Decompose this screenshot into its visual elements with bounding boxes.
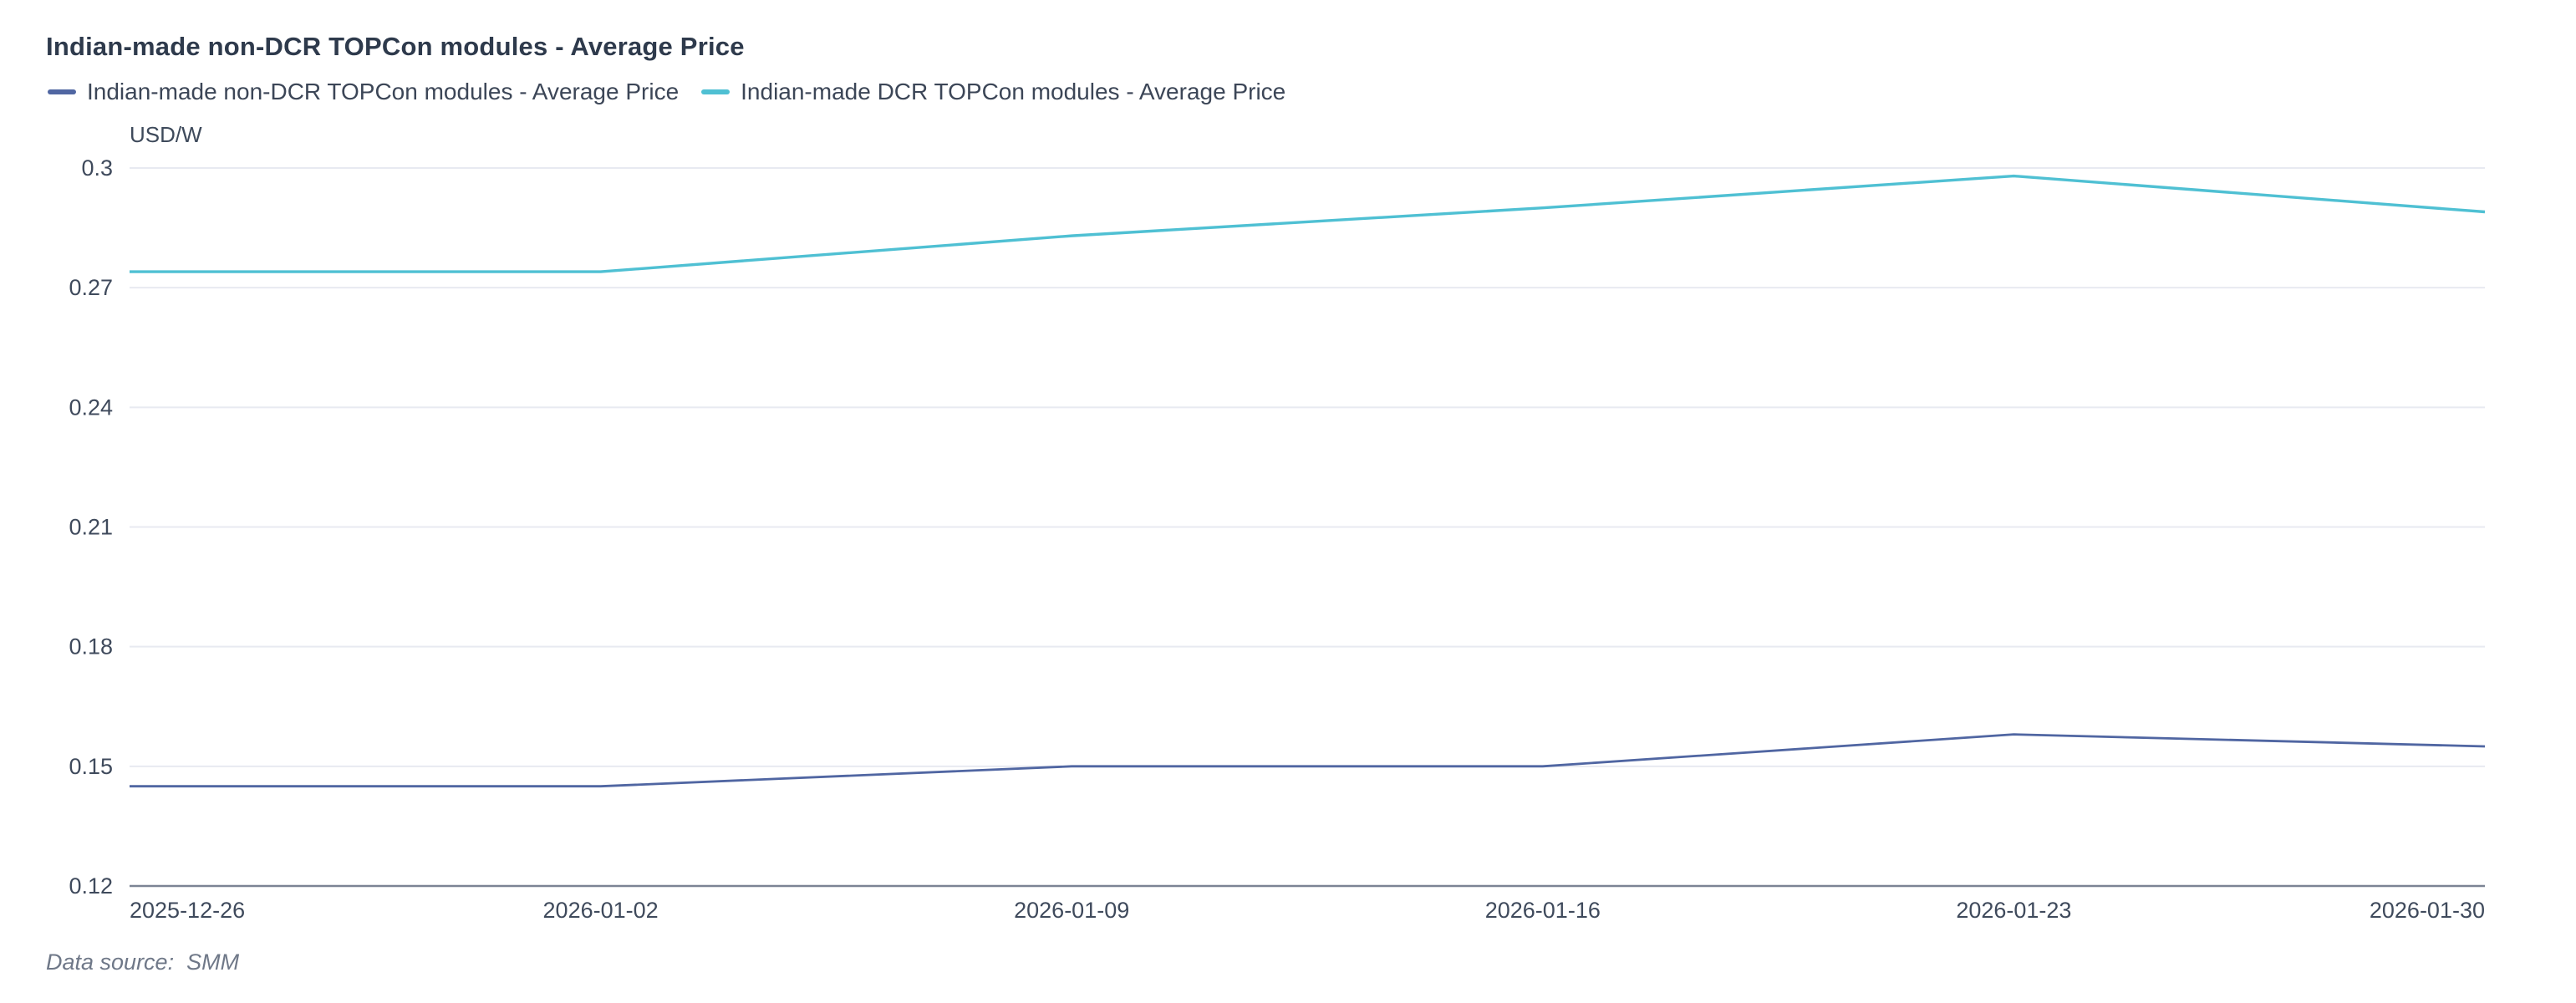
y-tick-label: 0.3 xyxy=(81,155,113,181)
legend-item-dcr[interactable]: Indian-made DCR TOPCon modules - Average… xyxy=(701,80,1285,104)
y-tick-label: 0.21 xyxy=(69,515,113,540)
y-tick-label: 0.27 xyxy=(69,275,113,300)
legend-label: Indian-made non-DCR TOPCon modules - Ave… xyxy=(87,79,680,104)
x-tick-label: 2026-01-02 xyxy=(543,898,659,923)
series-line-dcr[interactable] xyxy=(130,174,2486,273)
data-source: Data source: SMM xyxy=(46,950,240,975)
legend-line-marker xyxy=(701,89,731,94)
x-tick-label: 2026-01-16 xyxy=(1485,898,1601,923)
legend: Indian-made non-DCR TOPCon modules - Ave… xyxy=(48,80,1285,104)
x-tick-label: 2026-01-30 xyxy=(2370,898,2485,923)
y-tick-label: 0.18 xyxy=(69,634,113,659)
chart-title: Indian-made non-DCR TOPCon modules - Ave… xyxy=(46,32,745,61)
legend-item-non-dcr[interactable]: Indian-made non-DCR TOPCon modules - Ave… xyxy=(48,80,679,104)
y-axis-unit-label: USD/W xyxy=(130,122,202,147)
series-line-non-dcr[interactable] xyxy=(130,733,2486,788)
y-tick-label: 0.24 xyxy=(69,395,113,420)
legend-label: Indian-made DCR TOPCon modules - Average… xyxy=(741,79,1286,104)
x-tick-label: 2025-12-26 xyxy=(130,898,245,923)
x-tick-label: 2026-01-23 xyxy=(1956,898,2071,923)
legend-line-marker xyxy=(48,89,76,94)
y-tick-label: 0.12 xyxy=(69,873,113,899)
y-tick-label: 0.15 xyxy=(69,754,113,779)
x-tick-label: 2026-01-09 xyxy=(1014,898,1129,923)
